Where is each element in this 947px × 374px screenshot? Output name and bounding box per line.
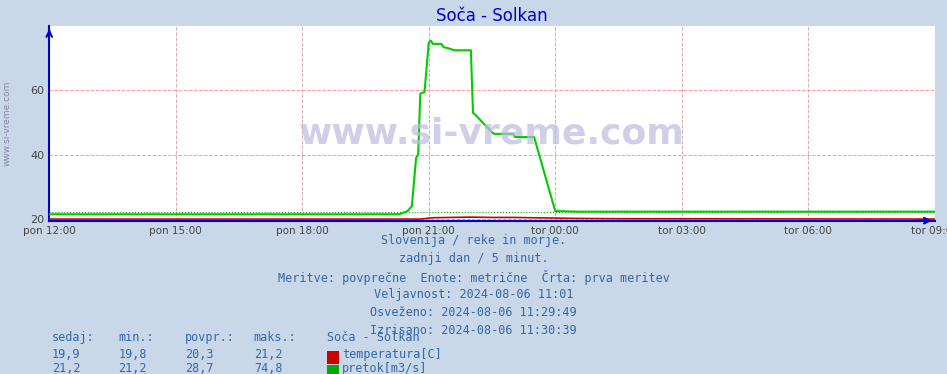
Text: Osveženo: 2024-08-06 11:29:49: Osveženo: 2024-08-06 11:29:49 (370, 306, 577, 319)
Text: 28,7: 28,7 (185, 362, 213, 374)
Text: Meritve: povprečne  Enote: metrične  Črta: prva meritev: Meritve: povprečne Enote: metrične Črta:… (277, 270, 670, 285)
Text: min.:: min.: (118, 331, 154, 344)
Text: 19,9: 19,9 (52, 348, 80, 361)
Text: temperatura[C]: temperatura[C] (342, 348, 441, 361)
Text: povpr.:: povpr.: (185, 331, 235, 344)
Title: Soča - Solkan: Soča - Solkan (437, 7, 547, 25)
Text: 19,8: 19,8 (118, 348, 147, 361)
Text: 21,2: 21,2 (118, 362, 147, 374)
Text: www.si-vreme.com: www.si-vreme.com (299, 116, 685, 150)
Text: Soča - Solkan: Soča - Solkan (327, 331, 420, 344)
Text: sedaj:: sedaj: (52, 331, 95, 344)
Text: Slovenija / reke in morje.: Slovenija / reke in morje. (381, 234, 566, 247)
Text: Veljavnost: 2024-08-06 11:01: Veljavnost: 2024-08-06 11:01 (374, 288, 573, 301)
Text: 21,2: 21,2 (52, 362, 80, 374)
Text: 21,2: 21,2 (254, 348, 282, 361)
Text: 74,8: 74,8 (254, 362, 282, 374)
Text: maks.:: maks.: (254, 331, 296, 344)
Text: zadnji dan / 5 minut.: zadnji dan / 5 minut. (399, 252, 548, 265)
Text: pretok[m3/s]: pretok[m3/s] (342, 362, 427, 374)
Text: Izrisano: 2024-08-06 11:30:39: Izrisano: 2024-08-06 11:30:39 (370, 324, 577, 337)
Text: www.si-vreme.com: www.si-vreme.com (2, 81, 11, 166)
Text: 20,3: 20,3 (185, 348, 213, 361)
